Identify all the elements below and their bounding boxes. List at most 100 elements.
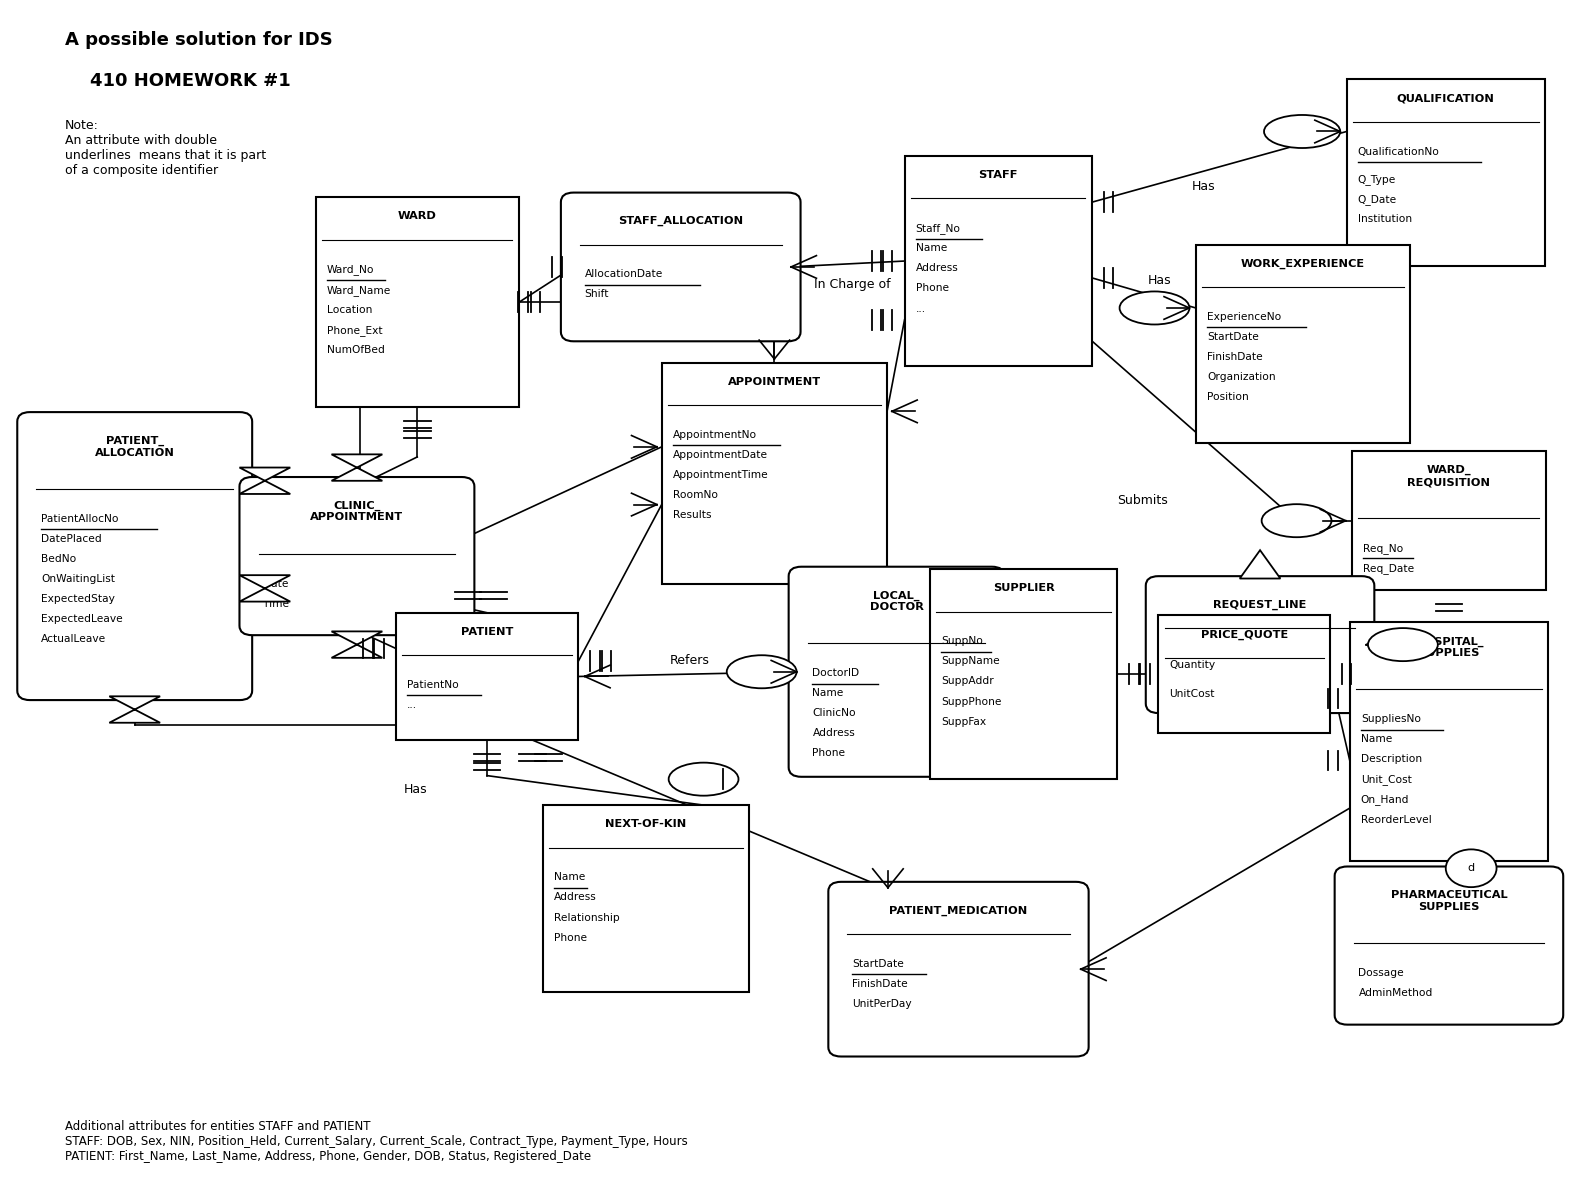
Text: SuppAddr: SuppAddr (941, 677, 994, 686)
Bar (905, 156, 1092, 366)
Text: STAFF_ALLOCATION: STAFF_ALLOCATION (619, 216, 743, 226)
Text: REQUEST_LINE: REQUEST_LINE (1213, 600, 1307, 610)
Text: APPOINTMENT: APPOINTMENT (728, 376, 820, 387)
Text: Phone: Phone (553, 932, 587, 943)
Text: Relationship: Relationship (553, 912, 620, 923)
Text: Location: Location (328, 305, 372, 315)
FancyBboxPatch shape (1146, 576, 1374, 713)
Text: SuppPhone: SuppPhone (941, 697, 1002, 706)
Text: SuppliesNo: SuppliesNo (1361, 715, 1421, 724)
Text: ActualLeave: ActualLeave (41, 634, 107, 644)
Text: DoctorID: DoctorID (812, 668, 860, 678)
Text: Name: Name (1361, 735, 1393, 744)
Text: StartDate: StartDate (1207, 332, 1259, 342)
Bar (1347, 79, 1545, 266)
Text: Q_Date: Q_Date (1358, 194, 1398, 205)
Ellipse shape (1445, 849, 1496, 887)
Text: ...: ... (407, 700, 417, 710)
Bar (1159, 615, 1329, 733)
Ellipse shape (1261, 504, 1331, 537)
Text: Ward_Name: Ward_Name (328, 285, 391, 296)
Text: Address: Address (812, 729, 855, 738)
Text: Shift: Shift (585, 290, 609, 299)
Text: Quantity: Quantity (1170, 660, 1216, 670)
Text: QUALIFICATION: QUALIFICATION (1398, 93, 1495, 103)
Text: Time: Time (264, 599, 289, 608)
Text: PATIENT: PATIENT (461, 627, 514, 636)
Text: Address: Address (916, 264, 959, 273)
Text: Submits: Submits (1118, 493, 1169, 506)
Ellipse shape (727, 655, 797, 689)
Text: Address: Address (553, 892, 596, 903)
Text: AdminMethod: AdminMethod (1358, 988, 1433, 998)
Text: Has: Has (1191, 180, 1215, 193)
Text: ExpectedLeave: ExpectedLeave (41, 614, 122, 623)
Text: SuppName: SuppName (941, 657, 1000, 666)
Ellipse shape (1367, 628, 1437, 661)
Text: NEXT-OF-KIN: NEXT-OF-KIN (606, 820, 687, 829)
Text: SuppNo: SuppNo (941, 636, 983, 646)
Text: SuppFax: SuppFax (941, 717, 986, 726)
Text: Additional attributes for entities STAFF and PATIENT
STAFF: DOB, Sex, NIN, Posit: Additional attributes for entities STAFF… (65, 1120, 687, 1163)
Text: Position: Position (1207, 392, 1248, 402)
Text: STAFF: STAFF (978, 170, 1018, 180)
Text: Date: Date (264, 578, 289, 588)
Text: Ward_No: Ward_No (328, 265, 374, 276)
Text: AllocationDate: AllocationDate (585, 270, 663, 279)
FancyBboxPatch shape (828, 881, 1089, 1056)
Ellipse shape (1119, 291, 1189, 324)
Text: DatePlaced: DatePlaced (41, 534, 102, 544)
FancyBboxPatch shape (17, 412, 253, 700)
Text: QualificationNo: QualificationNo (1358, 147, 1439, 156)
Text: WARD_
REQUISITION: WARD_ REQUISITION (1407, 465, 1490, 487)
Bar (1352, 451, 1545, 590)
Polygon shape (240, 467, 291, 494)
Ellipse shape (1264, 115, 1340, 148)
Text: Name: Name (812, 689, 844, 698)
Text: CLINIC_
APPOINTMENT: CLINIC_ APPOINTMENT (310, 500, 404, 523)
Text: Staff_No: Staff_No (916, 224, 960, 234)
Text: PATIENT_
ALLOCATION: PATIENT_ ALLOCATION (95, 435, 175, 458)
Bar (316, 198, 518, 407)
Polygon shape (332, 632, 382, 658)
Text: PatientNo: PatientNo (407, 680, 458, 690)
Text: PatientAllocNo: PatientAllocNo (41, 513, 119, 524)
Text: Q_Type: Q_Type (1358, 174, 1396, 185)
Text: PHARMACEUTICAL
SUPPLIES: PHARMACEUTICAL SUPPLIES (1391, 890, 1507, 912)
Text: In Charge of: In Charge of (814, 278, 890, 291)
Bar (930, 569, 1118, 780)
Bar (661, 362, 887, 584)
Text: AppointmentTime: AppointmentTime (673, 470, 768, 480)
Text: Institution: Institution (1358, 214, 1412, 224)
Polygon shape (332, 454, 382, 480)
Text: Req_No: Req_No (1363, 543, 1404, 554)
Text: ExperienceNo: ExperienceNo (1207, 312, 1282, 322)
FancyBboxPatch shape (1334, 866, 1563, 1024)
Text: Organization: Organization (1207, 371, 1275, 382)
Ellipse shape (669, 763, 738, 796)
Text: Dossage: Dossage (1358, 968, 1404, 978)
Text: FinishDate: FinishDate (1207, 351, 1262, 362)
Text: Phone: Phone (916, 284, 949, 293)
Polygon shape (240, 575, 291, 602)
Text: Req_Date: Req_Date (1363, 563, 1415, 574)
Text: PATIENT_MEDICATION: PATIENT_MEDICATION (889, 905, 1027, 916)
Text: RoomNo: RoomNo (673, 490, 717, 500)
Text: Name: Name (916, 244, 948, 253)
Text: On_Hand: On_Hand (1361, 795, 1409, 806)
Text: Note:
An attribute with double
underlines  means that it is part
of a composite : Note: An attribute with double underline… (65, 119, 266, 177)
Text: AppointmentNo: AppointmentNo (673, 429, 757, 440)
Text: WORK_EXPERIENCE: WORK_EXPERIENCE (1240, 259, 1364, 269)
Text: Name: Name (553, 872, 585, 883)
Bar (1196, 245, 1410, 442)
Text: ExpectedStay: ExpectedStay (41, 594, 114, 603)
Text: d: d (1468, 864, 1474, 873)
Text: AppointmentDate: AppointmentDate (673, 450, 768, 460)
FancyBboxPatch shape (240, 477, 474, 635)
Text: A possible solution for IDS: A possible solution for IDS (65, 31, 332, 49)
Text: Results: Results (673, 510, 711, 521)
Text: NumOfBed: NumOfBed (328, 344, 385, 355)
Text: LOCAL_
DOCTOR: LOCAL_ DOCTOR (870, 590, 924, 612)
Text: UnitCost: UnitCost (1170, 690, 1215, 699)
Text: Description: Description (1361, 755, 1421, 764)
